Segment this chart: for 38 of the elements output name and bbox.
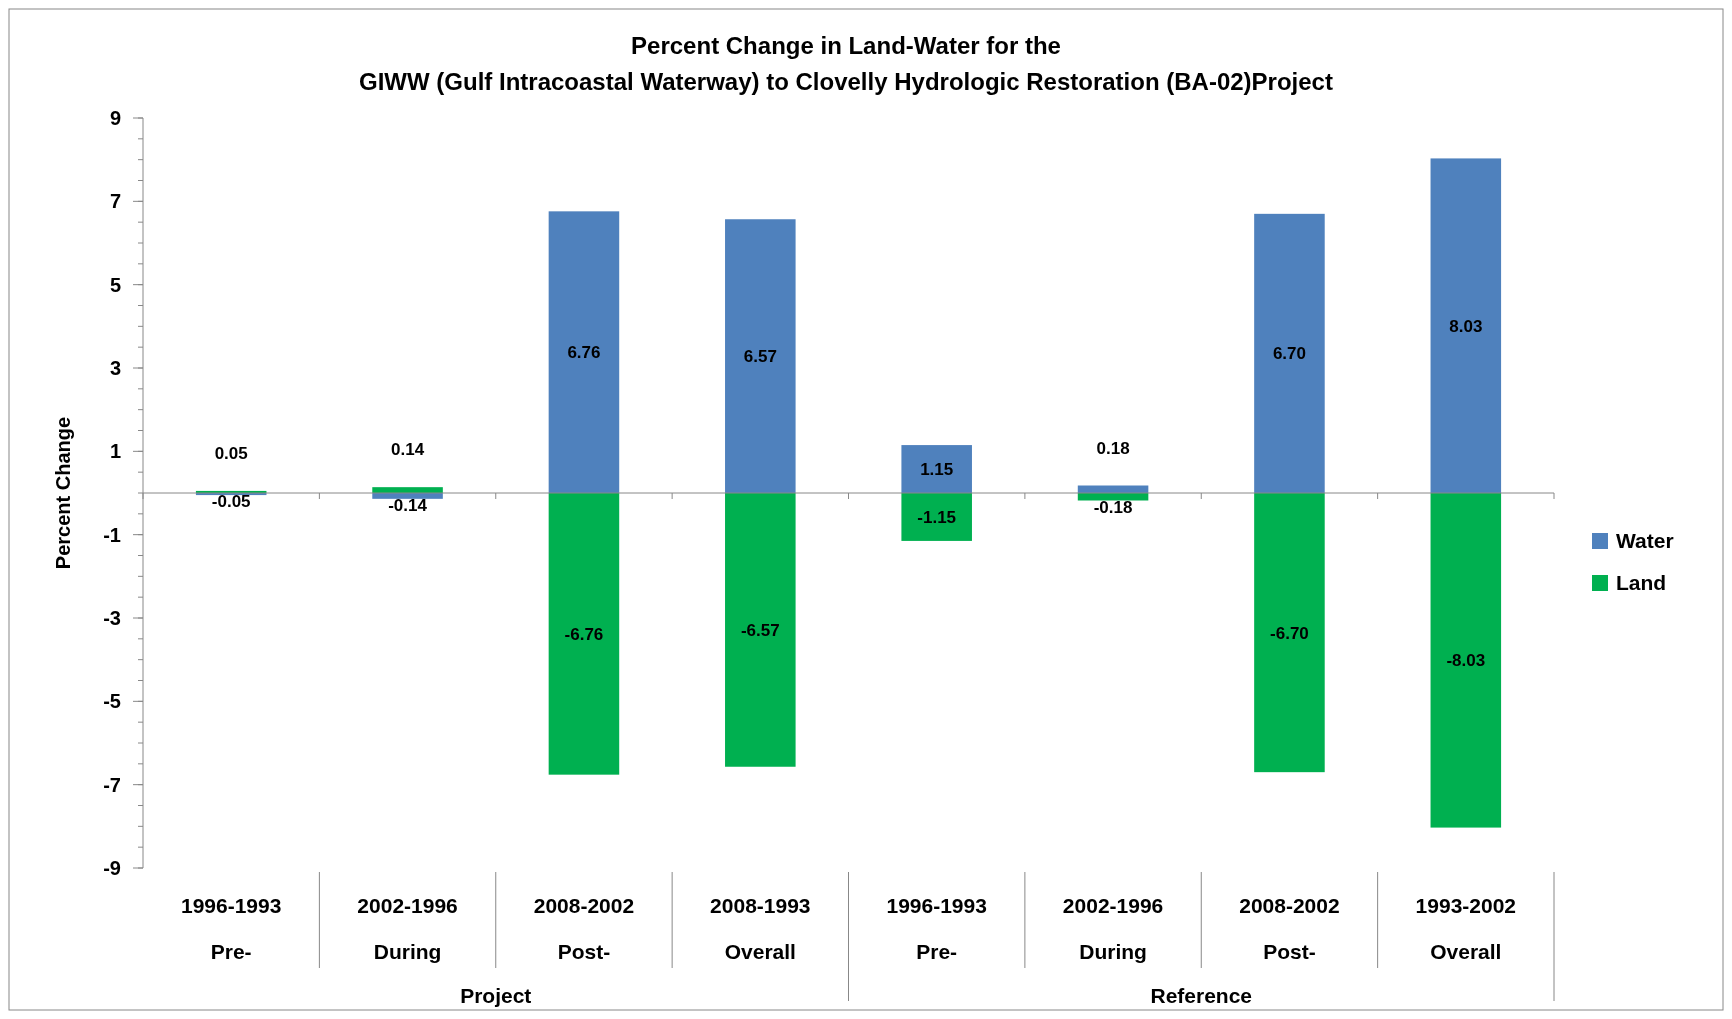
y-axis-title: Percent Change (52, 416, 74, 570)
y-tick-label: -9 (103, 857, 121, 879)
chart-title: Percent Change in Land-Water for the GIWW (Gulf Intracoastal Waterway) to Clovelly Hydrologic Restoration (BA-02)Project (359, 32, 1333, 95)
data-label: -0.14 (388, 495, 428, 515)
x-tick-label: 2008-2002 Post- (533, 894, 635, 963)
data-label: -8.03 (1446, 651, 1486, 671)
y-tick-label: -1 (103, 523, 121, 546)
data-label: -6.76 (564, 624, 604, 644)
y-tick-label: 9 (109, 107, 121, 129)
x-tick-label: 1993-2002 Overall (1415, 894, 1517, 963)
x-tick-label: 2002-1996 During (1062, 894, 1164, 963)
x-tick-label: 1996-1993 Pre- (180, 894, 282, 963)
x-tick-label: 2008-1993 Overall (710, 894, 811, 963)
y-tick-label: 5 (109, 273, 121, 296)
y-tick-label: -3 (103, 607, 121, 629)
y-tick-label: 3 (109, 357, 121, 379)
x-tick-label: 2008-2002 Post- (1239, 894, 1340, 963)
legend-label: Water (1616, 529, 1674, 552)
y-tick-label: -7 (103, 773, 121, 796)
legend-label: Land (1616, 571, 1667, 594)
data-label: 0.05 (214, 443, 248, 463)
y-tick-label: 7 (109, 190, 121, 213)
y-tick-label: -5 (103, 690, 121, 713)
data-label: 6.57 (743, 347, 777, 367)
data-label: 0.14 (391, 440, 425, 460)
x-tick-label: 1996-1993 Pre- (886, 894, 987, 963)
y-tick-label: 1 (109, 440, 121, 463)
data-label: -6.57 (740, 620, 780, 640)
data-label: 6.76 (567, 343, 601, 363)
data-label: 8.03 (1449, 316, 1483, 336)
data-label: 6.70 (1272, 344, 1306, 364)
data-label: 0.18 (1096, 438, 1130, 458)
x-tick-label: 2002-1996 During (357, 894, 458, 963)
data-label: -1.15 (917, 507, 957, 527)
data-label: -0.18 (1093, 497, 1133, 517)
data-label: -6.70 (1270, 623, 1309, 643)
data-label: -0.05 (211, 492, 251, 512)
data-label: 1.15 (920, 460, 954, 480)
